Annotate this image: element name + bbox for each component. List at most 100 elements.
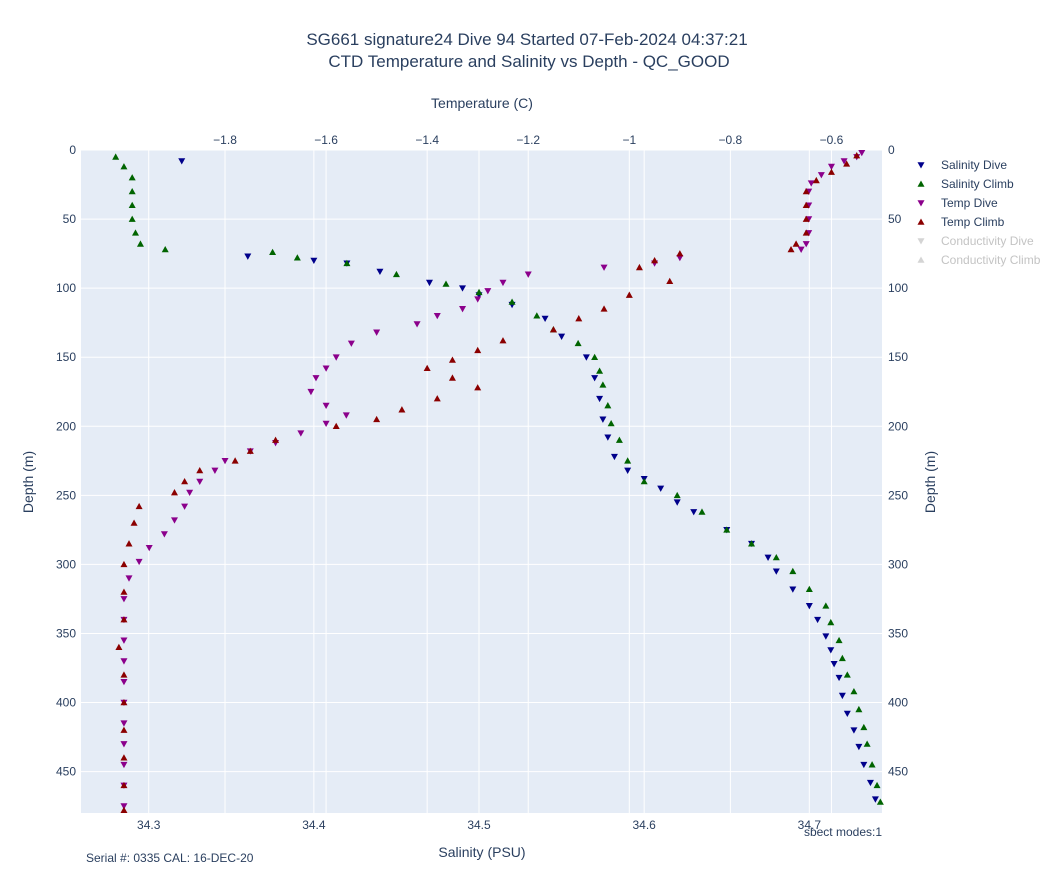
salinity-climb-point <box>789 567 797 575</box>
temp-climb-point <box>120 671 128 678</box>
salinity-dive-point <box>690 509 698 516</box>
y-left-tick-label: 250 <box>56 488 76 502</box>
grid-layer <box>81 149 882 813</box>
temp-climb-point <box>120 726 128 733</box>
y-right-tick-label: 400 <box>888 696 908 710</box>
x-top-axis-title: Temperature (C) <box>431 95 533 111</box>
salinity-climb-point <box>120 163 128 170</box>
temp-dive-point <box>600 264 608 271</box>
salinity-dive-point <box>827 647 835 654</box>
legend-item-conductivity-climb[interactable]: Conductivity Climb <box>917 253 1041 267</box>
temp-dive-point <box>120 658 128 665</box>
temp-dive-point <box>342 412 350 419</box>
y-right-tick-label: 100 <box>888 281 908 295</box>
salinity-dive-point <box>178 158 186 165</box>
legend: Salinity Dive Salinity Climb Temp Dive Temp… <box>917 158 1041 267</box>
legend-item-salinity-dive[interactable]: Salinity Dive <box>917 158 1008 172</box>
temp-dive-point <box>120 803 128 810</box>
salinity-climb-point <box>723 526 731 533</box>
x-bottom-tick-label: 34.3 <box>137 818 161 832</box>
y-right-tick-label: 150 <box>888 350 908 364</box>
salinity-dive-point <box>855 743 863 751</box>
salinity-climb-point <box>475 288 483 296</box>
salinity-climb-point <box>574 339 582 347</box>
temp-climb-point <box>373 415 381 423</box>
salinity-dive-point <box>866 779 874 787</box>
temp-climb-point <box>120 616 128 623</box>
x-bottom-tick-label: 34.5 <box>467 818 491 832</box>
salinity-climb-point <box>343 259 351 267</box>
x-top-tick-label: −1.6 <box>314 133 338 147</box>
temp-dive-point <box>120 637 128 644</box>
salinity-dive-point <box>843 710 851 718</box>
x-bottom-tick-label: 34.4 <box>302 818 326 832</box>
temp-climb-point <box>135 502 143 510</box>
legend-marker <box>917 180 925 187</box>
temp-climb-point <box>802 201 810 209</box>
temp-climb-point <box>181 478 189 485</box>
x-bottom-axis-title: Salinity (PSU) <box>438 844 525 860</box>
y-left-tick-label: 400 <box>56 696 76 710</box>
temp-climb-point <box>120 588 128 595</box>
salinity-climb-point <box>132 229 140 236</box>
salinity-dive-point <box>860 761 868 769</box>
legend-marker <box>917 256 925 263</box>
x-top-tick-label: −1 <box>622 133 636 147</box>
temp-dive-point <box>827 163 835 171</box>
temp-climb-point <box>812 176 820 184</box>
legend-label: Salinity Dive <box>941 158 1007 172</box>
salinity-climb-point <box>860 723 868 731</box>
y-right-tick-label: 200 <box>888 419 908 433</box>
legend-label: Conductivity Dive <box>941 234 1034 248</box>
x-top-tick-label: −0.8 <box>719 133 743 147</box>
temp-climb-point <box>827 168 835 175</box>
salinity-climb-point <box>591 353 599 360</box>
legend-item-temp-dive[interactable]: Temp Dive <box>917 196 999 210</box>
temp-climb-point <box>231 457 239 464</box>
temp-dive-point <box>524 271 532 278</box>
temp-dive-point <box>373 329 381 336</box>
temp-dive-point <box>135 558 143 566</box>
legend-item-temp-climb[interactable]: Temp Climb <box>917 215 1005 229</box>
temp-dive-point <box>145 545 153 552</box>
legend-item-salinity-climb[interactable]: Salinity Climb <box>917 177 1015 191</box>
salinity-dive-point <box>596 395 604 403</box>
y-left-axis-title: Depth (m) <box>20 451 36 513</box>
salinity-dive-point <box>871 796 879 803</box>
temp-dive-point <box>170 517 178 524</box>
legend-item-conductivity-dive[interactable]: Conductivity Dive <box>917 234 1035 248</box>
salinity-dive-point <box>599 416 607 423</box>
salinity-dive-point <box>244 253 252 260</box>
modes-annotation: sbect modes:1 <box>804 825 882 839</box>
temp-climb-point <box>843 160 851 167</box>
temp-dive-point <box>484 288 492 295</box>
y-left-tick-label: 350 <box>56 626 76 640</box>
temp-climb-point <box>433 395 441 402</box>
temp-climb-point <box>170 489 178 496</box>
temp-climb-point <box>196 466 204 474</box>
salinity-climb-point <box>615 436 623 443</box>
temp-climb-point <box>651 257 659 264</box>
temp-dive-point <box>322 365 330 372</box>
x-top-tick-label: −0.6 <box>820 133 844 147</box>
temp-climb-point <box>246 447 254 454</box>
salinity-climb-point <box>748 540 756 547</box>
temp-dive-point <box>221 457 229 465</box>
temp-dive-point <box>322 402 330 410</box>
temp-climb-point <box>635 263 643 271</box>
salinity-climb-point <box>876 798 884 805</box>
salinity-dive-point <box>558 333 566 340</box>
y-right-tick-label: 0 <box>888 143 895 157</box>
temp-climb-point <box>787 245 795 253</box>
temp-dive-point <box>802 241 810 248</box>
salinity-climb-point <box>533 312 541 319</box>
y-right-tick-label: 50 <box>888 212 902 226</box>
salinity-dive-point <box>835 674 843 682</box>
y-left-tick-label: 450 <box>56 765 76 779</box>
y-right-tick-label: 300 <box>888 557 908 571</box>
salinity-climb-point <box>843 671 851 678</box>
salinity-climb-point <box>850 687 858 695</box>
temp-climb-point <box>802 215 810 222</box>
salinity-dive-point <box>789 586 797 593</box>
